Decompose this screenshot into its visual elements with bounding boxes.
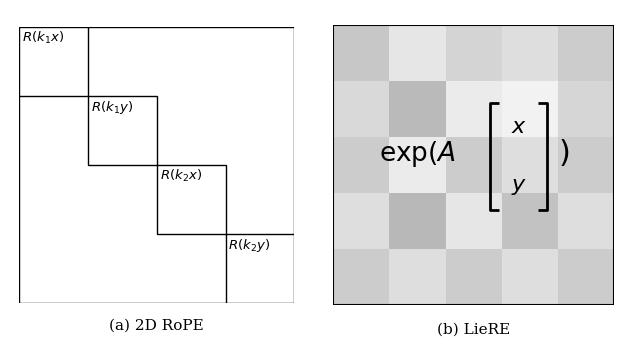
Text: $R(k_1 y)$: $R(k_1 y)$ xyxy=(91,99,133,116)
Bar xyxy=(445,249,502,305)
Text: $y$: $y$ xyxy=(511,175,527,197)
Bar xyxy=(333,249,389,305)
Text: $\mathrm{exp}(A$: $\mathrm{exp}(A$ xyxy=(379,139,456,169)
Bar xyxy=(502,25,558,81)
Text: (b) LieRE: (b) LieRE xyxy=(437,322,510,336)
Bar xyxy=(558,137,614,193)
Text: $)$: $)$ xyxy=(558,138,569,169)
Bar xyxy=(333,193,389,249)
Text: $R(k_2 x)$: $R(k_2 x)$ xyxy=(159,168,202,184)
Bar xyxy=(502,249,558,305)
Bar xyxy=(502,193,558,249)
Bar xyxy=(445,81,502,137)
Bar xyxy=(333,25,389,81)
Bar xyxy=(445,137,502,193)
Bar xyxy=(389,81,445,137)
Bar xyxy=(19,27,88,96)
Bar xyxy=(558,25,614,81)
Text: (a) 2D RoPE: (a) 2D RoPE xyxy=(109,319,204,333)
Bar xyxy=(502,137,558,193)
Bar xyxy=(445,25,502,81)
Bar xyxy=(333,137,389,193)
Bar xyxy=(558,81,614,137)
Bar xyxy=(502,81,558,137)
Bar xyxy=(389,249,445,305)
Bar xyxy=(88,96,157,165)
Bar xyxy=(157,165,225,234)
Bar xyxy=(389,193,445,249)
Text: $R(k_2 y)$: $R(k_2 y)$ xyxy=(228,237,271,253)
Text: $R(k_1 x)$: $R(k_1 x)$ xyxy=(22,30,64,46)
Bar xyxy=(333,81,389,137)
Bar xyxy=(389,25,445,81)
Text: $x$: $x$ xyxy=(511,116,527,138)
Bar xyxy=(558,193,614,249)
Bar xyxy=(389,137,445,193)
Bar xyxy=(558,249,614,305)
Bar xyxy=(445,193,502,249)
Bar xyxy=(225,234,294,303)
